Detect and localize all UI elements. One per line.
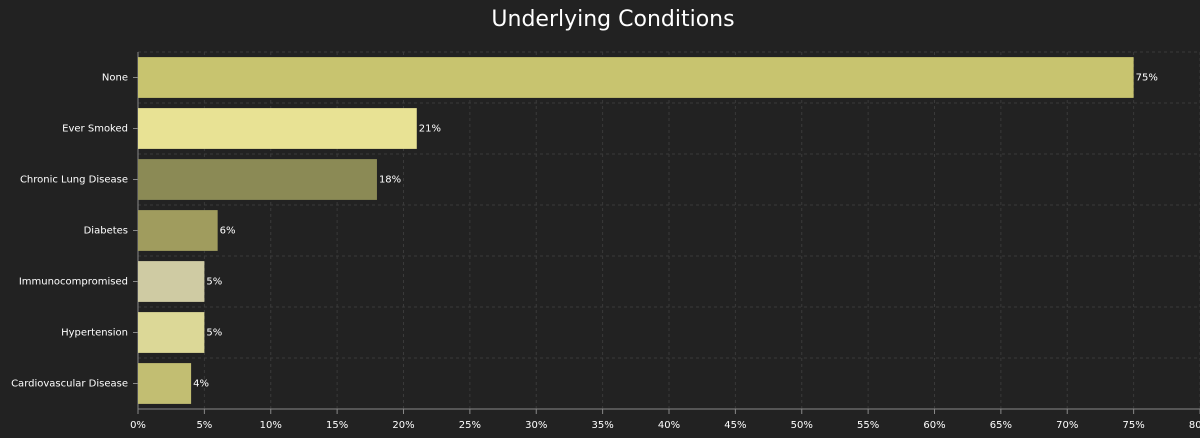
bar [138,312,205,353]
x-tick-label: 50% [791,420,813,431]
x-tick-label: 45% [724,420,746,431]
bar [138,363,192,404]
y-tick-label: Chronic Lung Disease [20,175,128,186]
bar [138,261,205,302]
value-label: 5% [206,277,222,288]
x-tick-label: 30% [525,420,547,431]
chart-title: Underlying Conditions [491,7,734,32]
x-tick-label: 65% [990,420,1012,431]
bar [138,210,218,251]
x-tick-label: 15% [326,420,348,431]
x-tick-label: 35% [592,420,614,431]
x-tick-label: 70% [1056,420,1078,431]
x-tick-label: 20% [392,420,414,431]
value-label: 21% [419,124,441,135]
x-tick-label: 60% [923,420,945,431]
x-tick-label: 0% [130,420,146,431]
y-tick-label: Cardiovascular Disease [11,379,128,390]
x-tick-label: 55% [857,420,879,431]
x-tick-label: 25% [459,420,481,431]
y-tick-label: Diabetes [84,226,128,237]
x-tick-label: 75% [1123,420,1145,431]
value-label: 6% [220,226,236,237]
bar [138,159,377,200]
x-tick-label: 80% [1189,420,1200,431]
x-tick-label: 5% [196,420,212,431]
x-tick-label: 40% [658,420,680,431]
bar [138,108,417,149]
y-tick-label: Ever Smoked [62,124,128,135]
value-label: 4% [193,379,209,390]
x-tick-label: 10% [260,420,282,431]
y-tick-label: None [102,73,128,84]
bar [138,57,1134,98]
y-tick-label: Hypertension [61,328,128,339]
y-tick-label: Immunocompromised [19,277,128,288]
value-label: 75% [1136,73,1158,84]
value-label: 18% [379,175,401,186]
value-label: 5% [206,328,222,339]
